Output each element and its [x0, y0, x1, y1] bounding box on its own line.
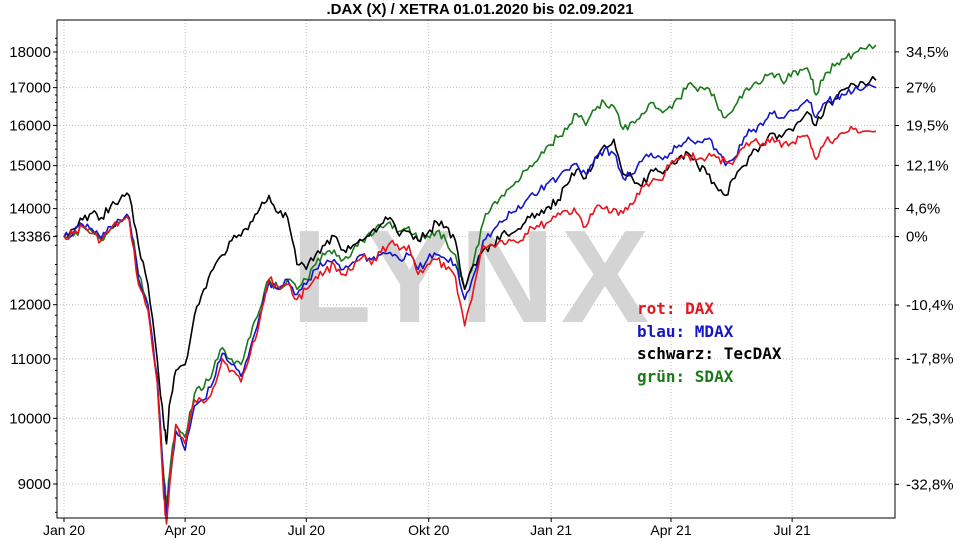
y-tick-label-left: 18000 — [9, 44, 51, 61]
x-tick-label: Jan 21 — [530, 522, 572, 538]
y-tick-label-left: 14000 — [9, 201, 51, 218]
x-tick-label: Jan 20 — [43, 522, 85, 538]
y-tick-label-right: 19,5% — [906, 118, 949, 135]
x-tick-label: Okt 20 — [408, 522, 449, 538]
series-lines — [63, 43, 877, 525]
legend-entry-dax: rot: DAX — [637, 299, 715, 318]
chart-title: .DAX (X) / XETRA 01.01.2020 bis 02.09.20… — [326, 1, 634, 18]
x-tick-label: Jul 20 — [288, 522, 326, 538]
legend-entry-tecdax: schwarz: TecDAX — [637, 344, 782, 364]
series-line-sdax — [63, 43, 877, 506]
legend-entry-mdax: blau: MDAX — [637, 321, 734, 341]
y-tick-label-right: -17,8% — [906, 351, 954, 368]
y-tick-label-right: 4,6% — [906, 201, 940, 218]
legend: rot: DAX blau: MDAX schwarz: TecDAX grün… — [637, 298, 782, 389]
y-tick-label-left: 16000 — [9, 117, 51, 134]
x-tick-label: Apr 20 — [165, 522, 206, 538]
y-tick-label-right: -25,3% — [906, 410, 954, 427]
y-tick-label-right: 27% — [906, 80, 936, 97]
y-tick-label-right: 34,5% — [906, 44, 949, 61]
y-tick-label-left: 13386 — [9, 229, 51, 246]
y-tick-label-left: 11000 — [10, 351, 51, 368]
plot-frame — [56, 19, 896, 519]
watermark-text: LYNX — [291, 203, 655, 350]
legend-entry-sdax: grün: SDAX — [637, 367, 734, 387]
y-tick-label-left: 17000 — [9, 80, 51, 97]
y-tick-label-right: 12,1% — [906, 157, 949, 174]
axes: Jan 20 Apr 20 Jul 20 Okt 20 Jan 21 Apr 21 Jul … — [9, 37, 954, 538]
y-tick-label-left: 15000 — [9, 158, 51, 175]
y-tick-label-right: -10,4% — [906, 297, 954, 314]
y-tick-label-left: 9000 — [18, 476, 51, 493]
y-tick-label-right: -32,8% — [906, 476, 954, 493]
x-tick-label: Apr 21 — [650, 522, 691, 538]
y-tick-label-left: 12000 — [9, 297, 51, 314]
series-line-tecdax — [63, 75, 877, 445]
y-tick-label-left: 10000 — [9, 410, 51, 427]
series-line-dax — [63, 125, 877, 525]
x-tick-label: Jul 21 — [773, 522, 811, 538]
y-tick-label-right: 0% — [906, 229, 928, 246]
